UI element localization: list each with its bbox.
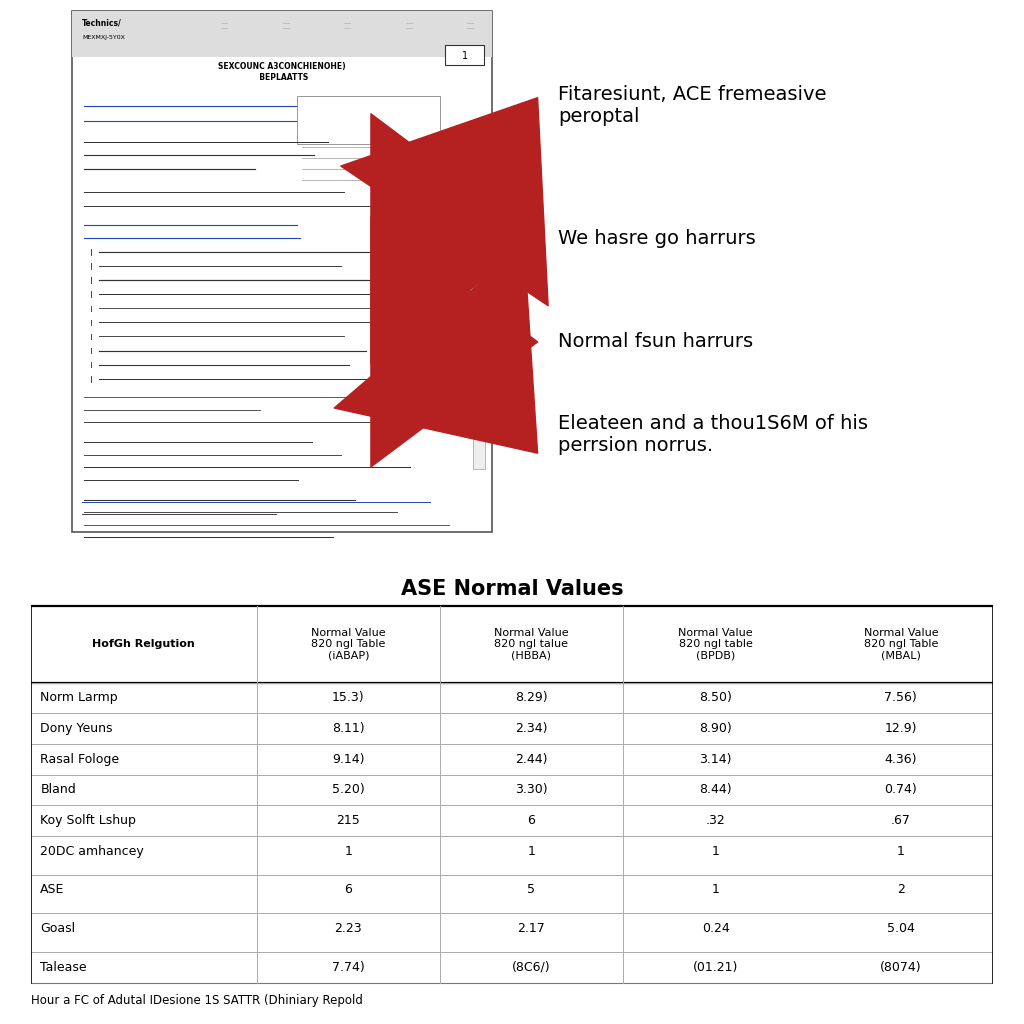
Text: 2.44): 2.44) (515, 753, 548, 766)
Text: Norm Larmp: Norm Larmp (40, 691, 118, 705)
Text: Normal Value
820 ngl table
(BPDB): Normal Value 820 ngl table (BPDB) (678, 628, 753, 660)
Text: 4.36): 4.36) (885, 753, 918, 766)
Text: ——
——: —— —— (406, 22, 414, 31)
Text: 1: 1 (897, 845, 905, 858)
Text: 1: 1 (344, 845, 352, 858)
Text: HofGh Relgution: HofGh Relgution (92, 639, 196, 649)
Text: Technics/: Technics/ (82, 19, 122, 28)
Bar (473, 213, 485, 246)
Text: 15.3): 15.3) (332, 691, 365, 705)
Bar (72, 11, 492, 57)
Text: (01.21): (01.21) (693, 961, 738, 974)
Text: 7.56): 7.56) (885, 691, 918, 705)
Text: 1: 1 (712, 845, 720, 858)
Text: Fitaresiunt, ACE fremeasive
peroptal: Fitaresiunt, ACE fremeasive peroptal (558, 85, 826, 126)
Text: ——
——: —— —— (283, 22, 291, 31)
Text: (8C6/): (8C6/) (512, 961, 551, 974)
Text: 2.34): 2.34) (515, 722, 548, 735)
Text: Normal Value
820 ngl Table
(MBAL): Normal Value 820 ngl Table (MBAL) (863, 628, 938, 660)
Text: Rasal Fologe: Rasal Fologe (40, 753, 120, 766)
Text: 3.14): 3.14) (699, 753, 732, 766)
Text: Normal Value
820 ngl Table
(iABAP): Normal Value 820 ngl Table (iABAP) (311, 628, 386, 660)
Text: 1: 1 (462, 51, 468, 60)
Text: 9.14): 9.14) (332, 753, 365, 766)
Text: 6: 6 (527, 814, 536, 827)
Text: 2.17: 2.17 (517, 922, 545, 935)
Text: 8.90): 8.90) (699, 722, 732, 735)
Text: 2: 2 (897, 884, 905, 896)
Text: 1: 1 (712, 884, 720, 896)
Text: 6: 6 (344, 884, 352, 896)
Text: 7.74): 7.74) (332, 961, 365, 974)
Text: 5.20): 5.20) (332, 783, 365, 797)
Text: Eleateen and a thou1S6M of his
perrsion norrus.: Eleateen and a thou1S6M of his perrsion … (558, 414, 868, 455)
Text: 12.9): 12.9) (885, 722, 918, 735)
Text: Normal Value
820 ngl talue
(HBBA): Normal Value 820 ngl talue (HBBA) (494, 628, 568, 660)
Text: .67: .67 (891, 814, 910, 827)
Text: 215: 215 (337, 814, 360, 827)
Text: ——
——: —— —— (467, 22, 475, 31)
Text: Koy Solft Lshup: Koy Solft Lshup (40, 814, 136, 827)
Text: Goasl: Goasl (40, 922, 76, 935)
Bar (297, 95, 440, 144)
Text: SEXCOUNC A3CONCHIENOHE)
  BEPLAATTS: SEXCOUNC A3CONCHIENOHE) BEPLAATTS (218, 62, 345, 82)
Text: ——
——: —— —— (221, 22, 229, 31)
Text: Hour a FC of Adutal IDesione 1S SATTR (Dhiniary Repold: Hour a FC of Adutal IDesione 1S SATTR (D… (31, 994, 362, 1007)
Text: ——
——: —— —— (344, 22, 352, 31)
Bar (445, 44, 484, 66)
Text: 2.23: 2.23 (335, 922, 362, 935)
Text: MEXMXJ-5Y0X: MEXMXJ-5Y0X (82, 35, 125, 40)
Text: .32: .32 (706, 814, 725, 827)
Text: 5: 5 (527, 884, 536, 896)
Text: Bland: Bland (40, 783, 76, 797)
Text: Talease: Talease (40, 961, 87, 974)
Text: Normal fsun harrurs: Normal fsun harrurs (558, 333, 754, 351)
Text: 0.74): 0.74) (885, 783, 918, 797)
Text: 3.30): 3.30) (515, 783, 548, 797)
Text: 20DC amhancey: 20DC amhancey (40, 845, 144, 858)
Text: 5.04: 5.04 (887, 922, 914, 935)
Text: Dony Yeuns: Dony Yeuns (40, 722, 113, 735)
Text: 8.11): 8.11) (332, 722, 365, 735)
Text: 0.24: 0.24 (701, 922, 729, 935)
Text: ASE: ASE (40, 884, 65, 896)
Text: 8.44): 8.44) (699, 783, 732, 797)
Text: ASE Normal Values: ASE Normal Values (400, 579, 624, 599)
Text: We hasre go harrurs: We hasre go harrurs (558, 229, 756, 248)
Bar (473, 131, 485, 469)
Text: 8.29): 8.29) (515, 691, 548, 705)
Text: 8.50): 8.50) (699, 691, 732, 705)
Text: (8074): (8074) (880, 961, 922, 974)
Text: 1: 1 (527, 845, 536, 858)
Bar (72, 11, 492, 531)
